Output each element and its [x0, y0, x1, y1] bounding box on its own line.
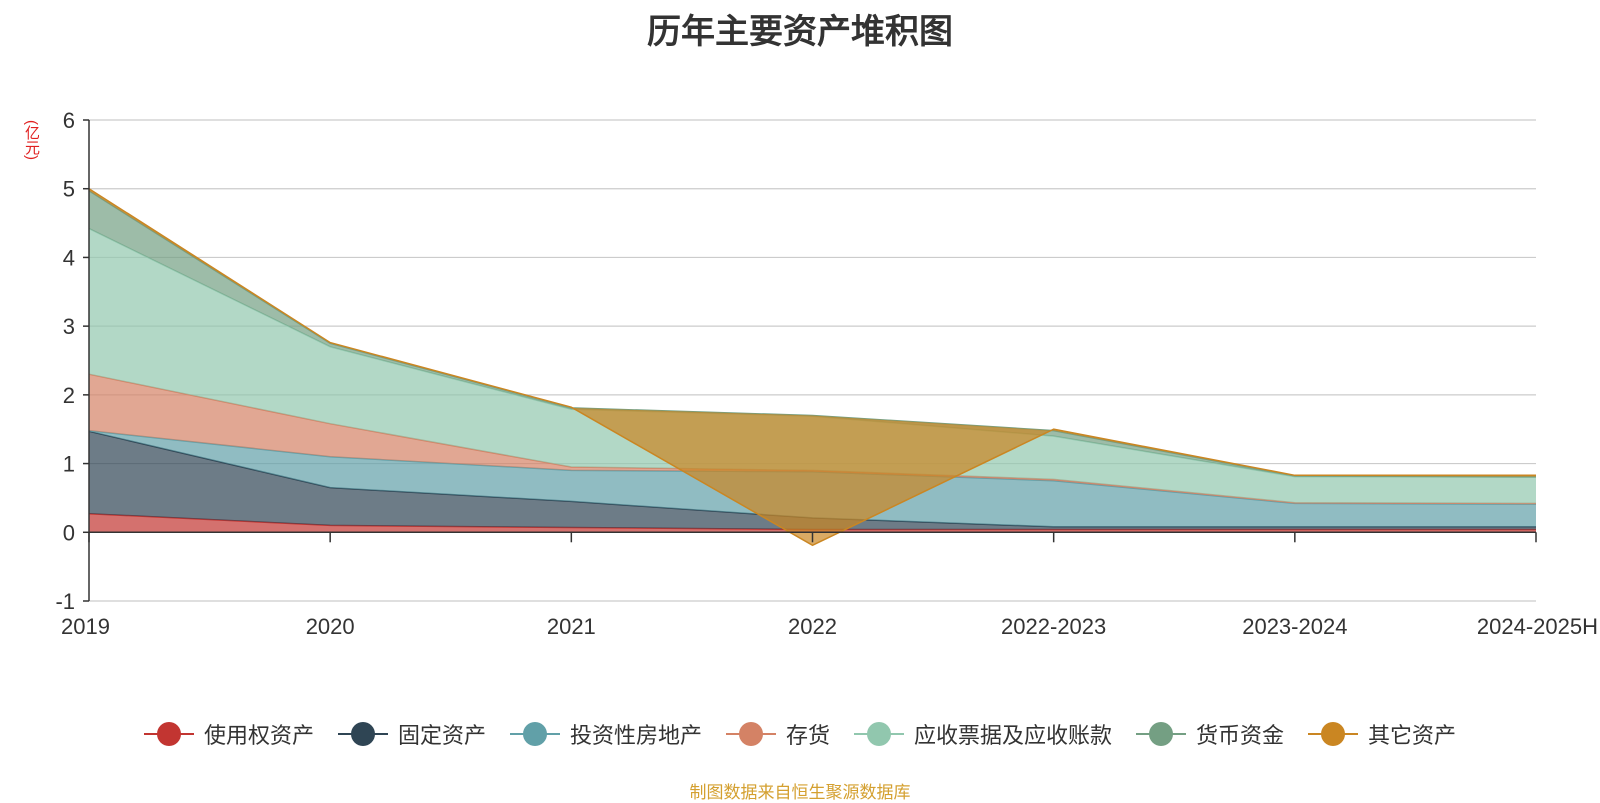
legend-item[interactable]: 其它资产 — [1308, 718, 1456, 750]
legend-label: 使用权资产 — [203, 723, 314, 748]
legend-marker — [509, 722, 560, 746]
y-tick-label: 0 — [63, 520, 75, 545]
stacked-area-chart: -1 0 1 2 3 4 5 6 2019 2020 2021 2022 2022-2023 2023-2… — [55, 108, 1598, 639]
x-tick-label: 2020 — [306, 614, 355, 639]
chart-title: 历年主要资产堆积图 — [647, 13, 953, 51]
series-line-6 — [88, 188, 1536, 547]
series-area-4 — [89, 228, 1536, 504]
x-tick-label: 2024-2025H — [1477, 614, 1598, 639]
series-area-3 — [89, 374, 1536, 505]
x-tick-label: 2022 — [788, 614, 837, 639]
legend-label: 货币资金 — [1196, 723, 1285, 748]
y-axis-unit-label: (亿元) — [23, 120, 40, 160]
legend-marker — [337, 722, 388, 746]
chart-legend: 使用权资产 固定资产 投资性房地产 存货 应收票据及应收账款 货币资金 其它资产 — [0, 718, 1600, 750]
x-tick-label: 2022-2023 — [1001, 614, 1106, 639]
source-note: 制图数据来自恒生聚源数据库 — [689, 783, 911, 802]
legend-item[interactable]: 投资性房地产 — [509, 718, 702, 750]
legend-label: 应收票据及应收账款 — [914, 723, 1113, 748]
legend-marker — [725, 722, 776, 746]
legend-label: 投资性房地产 — [569, 723, 702, 748]
legend-label: 其它资产 — [1368, 723, 1457, 748]
y-tick-label: 6 — [63, 108, 75, 133]
y-tick-label: 5 — [63, 177, 75, 202]
legend-label: 固定资产 — [397, 723, 486, 748]
legend-item[interactable]: 货币资金 — [1136, 718, 1284, 750]
legend-item[interactable]: 固定资产 — [337, 718, 486, 750]
legend-item[interactable]: 使用权资产 — [143, 718, 314, 750]
legend-item[interactable]: 应收票据及应收账款 — [854, 718, 1112, 750]
series-area-6 — [89, 188, 1536, 546]
series-area-0 — [89, 513, 1536, 533]
y-tick-label: 2 — [63, 383, 75, 408]
y-tick-label: -1 — [55, 589, 75, 614]
legend-marker — [854, 722, 904, 746]
x-tick-label: 2021 — [547, 614, 596, 639]
x-tick-label: 2019 — [61, 614, 110, 639]
y-tick-label: 1 — [63, 452, 75, 477]
y-tick-label: 3 — [63, 314, 75, 339]
legend-marker — [1136, 722, 1187, 746]
legend-marker — [1308, 722, 1359, 746]
legend-marker — [143, 722, 194, 746]
legend-item[interactable]: 存货 — [725, 718, 830, 750]
x-tick-label: 2023-2024 — [1242, 614, 1347, 639]
y-tick-label: 4 — [63, 245, 75, 270]
series-area-1 — [89, 431, 1536, 530]
legend-label: 存货 — [785, 723, 830, 748]
